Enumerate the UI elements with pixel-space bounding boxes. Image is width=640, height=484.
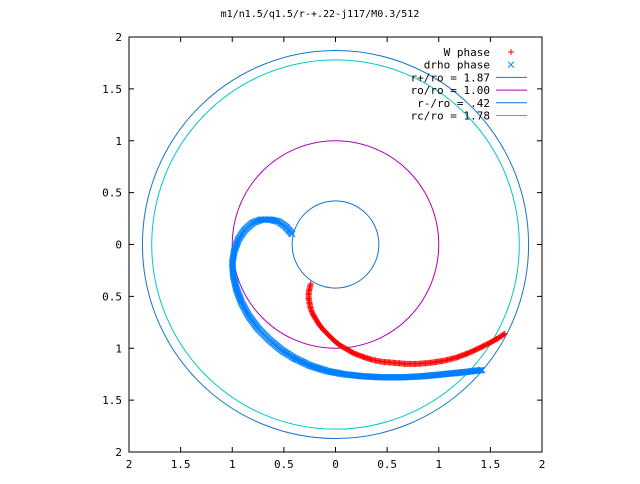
drho-phase-point: [257, 216, 265, 223]
x-tick-label: 2: [539, 458, 546, 471]
y-tick-label: 1.5: [102, 394, 122, 407]
x-tick-label: 0.5: [274, 458, 294, 471]
drho-phase-point: [256, 216, 264, 224]
legend-label: r-/ro = .42: [417, 97, 490, 110]
y-tick-label: 1.5: [102, 83, 122, 96]
drho-phase-point: [251, 218, 259, 226]
x-tick-label: 1.5: [171, 458, 191, 471]
w-phase-point: [308, 308, 315, 315]
y-tick-label: 2: [115, 446, 122, 459]
series-circle: [231, 140, 440, 349]
drho-phase-point: [476, 366, 483, 374]
x-tick-label: 0: [332, 458, 339, 471]
w-phase-point: [308, 307, 315, 314]
chart-title: m1/n1.5/q1.5/r-+.22-j117/M0.3/512: [220, 9, 420, 20]
legend-label: rc/ro = 1.78: [411, 110, 490, 123]
legend-label: W phase: [444, 46, 490, 59]
x-tick-label: 1: [435, 458, 442, 471]
x-tick-label: 0.5: [377, 458, 397, 471]
legend-label: ro/ro = 1.00: [411, 84, 490, 97]
w-phase-point: [307, 305, 314, 312]
drho-phase-point: [255, 217, 263, 224]
y-tick-label: 0: [115, 239, 122, 252]
legend-label: drho phase: [424, 59, 490, 72]
legend-label: r+/ro = 1.87: [411, 71, 490, 84]
y-tick-label: 1: [115, 135, 122, 148]
series-circle: [291, 200, 380, 289]
x-tick-label: 1.5: [480, 458, 500, 471]
series-circle: [151, 59, 520, 430]
y-tick-label: 0.5: [102, 290, 122, 303]
x-tick-label: 2: [126, 458, 133, 471]
y-tick-label: 2: [115, 31, 122, 44]
w-phase-point: [500, 331, 507, 338]
y-tick-label: 0.5: [102, 187, 122, 200]
y-tick-label: 1: [115, 342, 122, 355]
series-circle: [141, 49, 530, 440]
legend-marker: [507, 61, 515, 69]
drho-phase-point: [477, 366, 485, 374]
drho-phase-point: [253, 218, 260, 225]
w-phase-point: [501, 330, 508, 337]
drho-phase-point: [478, 366, 486, 374]
x-tick-label: 1: [229, 458, 236, 471]
drho-phase-point: [254, 217, 261, 225]
legend-marker: [508, 49, 514, 55]
